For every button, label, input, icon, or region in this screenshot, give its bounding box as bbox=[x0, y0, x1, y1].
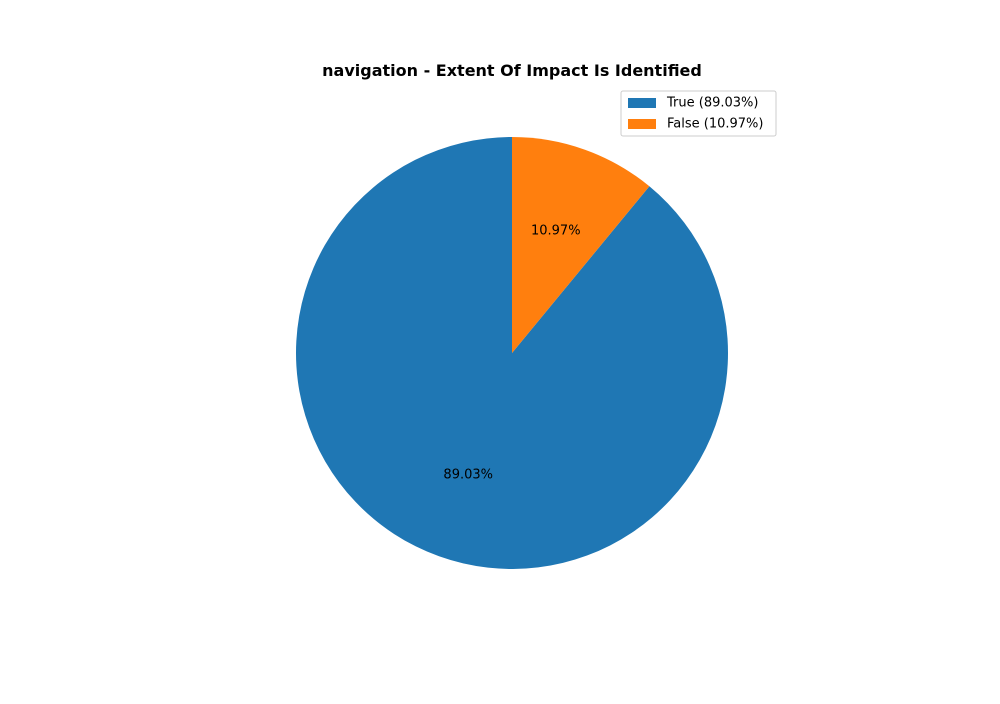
pie-slices bbox=[296, 137, 729, 569]
legend-swatch-true bbox=[628, 98, 656, 108]
legend: True (89.03%) False (10.97%) bbox=[620, 90, 777, 137]
pie-slice-labels: 89.03% 10.97% bbox=[443, 224, 580, 483]
legend-label-false: False (10.97%) bbox=[667, 117, 763, 132]
slice-label-false: 10.97% bbox=[531, 224, 581, 239]
chart-title: navigation - Extent Of Impact Is Identif… bbox=[322, 61, 702, 80]
pie-slice-false bbox=[512, 137, 650, 353]
pie-slice-true bbox=[296, 137, 729, 569]
legend-label-true: True (89.03%) bbox=[666, 96, 758, 111]
legend-frame bbox=[620, 90, 777, 137]
slice-label-true: 89.03% bbox=[443, 467, 493, 482]
legend-swatch-false bbox=[628, 119, 656, 129]
